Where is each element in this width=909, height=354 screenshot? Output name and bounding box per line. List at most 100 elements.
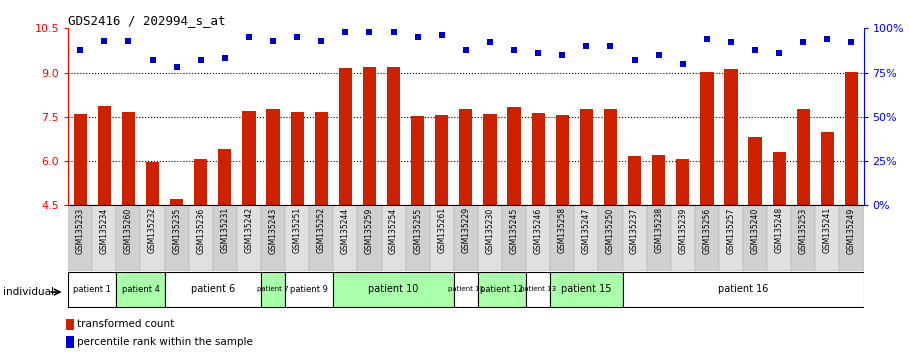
- Bar: [580, 109, 593, 205]
- Bar: [555, 115, 569, 205]
- Bar: [97, 107, 111, 205]
- Point: [748, 47, 763, 52]
- Text: GSM135234: GSM135234: [100, 207, 109, 253]
- Text: GSM135243: GSM135243: [268, 207, 277, 253]
- Point: [121, 38, 135, 44]
- Point: [675, 61, 690, 67]
- Bar: [189, 205, 213, 271]
- Point: [844, 40, 859, 45]
- Text: GSM135235: GSM135235: [172, 207, 181, 253]
- Text: patient 10: patient 10: [368, 284, 419, 295]
- Bar: [357, 205, 382, 271]
- Bar: [454, 272, 478, 307]
- Text: patient 12: patient 12: [481, 285, 524, 294]
- Bar: [93, 205, 116, 271]
- Bar: [502, 205, 526, 271]
- Bar: [604, 109, 617, 205]
- Text: GSM135239: GSM135239: [678, 207, 687, 253]
- Bar: [646, 205, 671, 271]
- Bar: [815, 28, 839, 205]
- Bar: [821, 132, 834, 205]
- Point: [194, 57, 208, 63]
- Bar: [93, 28, 116, 205]
- Point: [145, 57, 160, 63]
- Point: [555, 52, 570, 58]
- Bar: [122, 112, 135, 205]
- Text: GSM135255: GSM135255: [414, 207, 422, 253]
- Bar: [261, 272, 285, 307]
- Bar: [334, 205, 357, 271]
- Text: GSM135251: GSM135251: [293, 207, 302, 253]
- Point: [338, 29, 353, 35]
- Bar: [261, 28, 285, 205]
- Text: GSM135230: GSM135230: [485, 207, 494, 253]
- Point: [410, 34, 425, 40]
- Bar: [478, 205, 502, 271]
- Bar: [218, 149, 232, 205]
- Bar: [141, 205, 165, 271]
- Bar: [694, 205, 719, 271]
- Text: patient 11: patient 11: [448, 286, 484, 292]
- Bar: [671, 28, 694, 205]
- Bar: [767, 28, 791, 205]
- Bar: [285, 205, 309, 271]
- Text: GSM135253: GSM135253: [799, 207, 808, 253]
- Text: GSM135238: GSM135238: [654, 207, 664, 253]
- Bar: [574, 205, 598, 271]
- Point: [314, 38, 328, 44]
- Bar: [743, 28, 767, 205]
- Bar: [165, 205, 189, 271]
- Bar: [334, 28, 357, 205]
- Bar: [237, 28, 261, 205]
- Bar: [382, 205, 405, 271]
- Bar: [478, 272, 526, 307]
- Point: [435, 33, 449, 38]
- Bar: [652, 155, 665, 205]
- Text: GSM135252: GSM135252: [316, 207, 325, 253]
- Bar: [261, 205, 285, 271]
- Bar: [65, 319, 75, 330]
- Point: [724, 40, 738, 45]
- Bar: [526, 205, 550, 271]
- Text: GDS2416 / 202994_s_at: GDS2416 / 202994_s_at: [68, 14, 225, 27]
- Bar: [748, 137, 762, 205]
- Bar: [598, 28, 623, 205]
- Point: [820, 36, 834, 42]
- Bar: [116, 28, 141, 205]
- Bar: [435, 115, 448, 205]
- Bar: [507, 107, 521, 205]
- Bar: [676, 159, 689, 205]
- Text: GSM135233: GSM135233: [75, 207, 85, 253]
- Text: patient 13: patient 13: [520, 286, 556, 292]
- Point: [73, 47, 87, 52]
- Bar: [532, 113, 544, 205]
- Text: GSM135244: GSM135244: [341, 207, 350, 253]
- Bar: [526, 28, 550, 205]
- Text: GSM135260: GSM135260: [124, 207, 133, 253]
- Bar: [357, 28, 382, 205]
- Text: patient 9: patient 9: [290, 285, 328, 294]
- Bar: [550, 205, 574, 271]
- Bar: [839, 205, 864, 271]
- Text: GSM135261: GSM135261: [437, 207, 446, 253]
- Bar: [550, 28, 574, 205]
- Point: [531, 50, 545, 56]
- Bar: [291, 113, 304, 205]
- Bar: [285, 28, 309, 205]
- Bar: [170, 199, 184, 205]
- Bar: [628, 156, 641, 205]
- Text: GSM135258: GSM135258: [558, 207, 567, 253]
- Text: GSM135256: GSM135256: [703, 207, 712, 253]
- Text: GSM135240: GSM135240: [751, 207, 760, 253]
- Text: patient 16: patient 16: [718, 284, 768, 295]
- Text: GSM135241: GSM135241: [823, 207, 832, 253]
- Bar: [719, 205, 743, 271]
- Text: GSM135231: GSM135231: [220, 207, 229, 253]
- Text: GSM135257: GSM135257: [726, 207, 735, 253]
- Bar: [719, 28, 743, 205]
- Bar: [724, 69, 737, 205]
- Bar: [411, 116, 425, 205]
- Bar: [243, 111, 255, 205]
- Point: [265, 38, 280, 44]
- Text: GSM135245: GSM135245: [510, 207, 518, 253]
